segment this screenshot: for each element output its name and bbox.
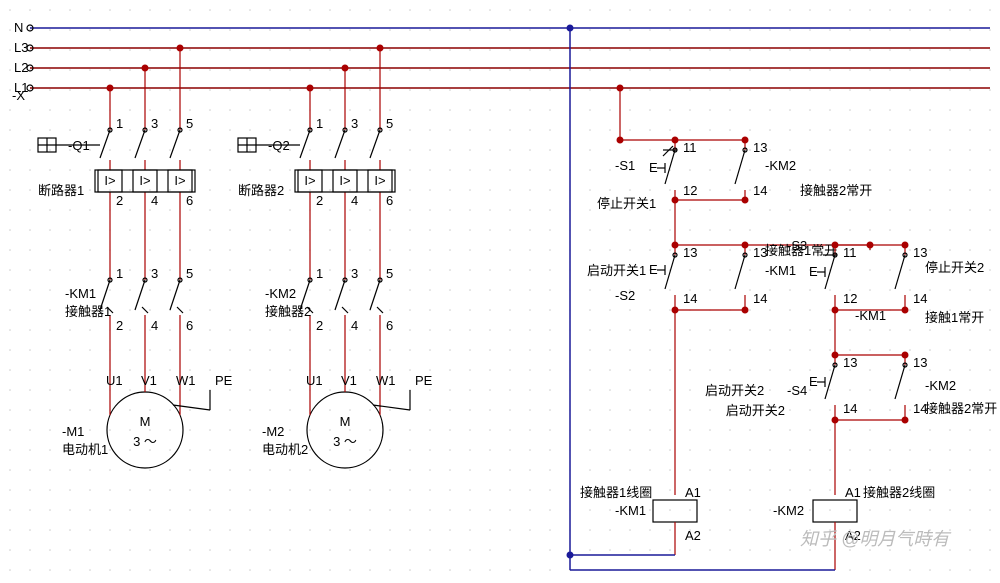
svg-text:2: 2: [316, 193, 323, 208]
svg-text:1: 1: [316, 266, 323, 281]
svg-text:断路器1: 断路器1: [38, 183, 84, 198]
svg-text:-KM2: -KM2: [265, 286, 296, 301]
svg-text:12: 12: [843, 291, 857, 306]
svg-text:-KM1: -KM1: [65, 286, 96, 301]
svg-text:-KM2: -KM2: [925, 378, 956, 393]
svg-text:E: E: [649, 262, 658, 277]
svg-text:U1: U1: [106, 373, 123, 388]
svg-text:4: 4: [351, 193, 358, 208]
svg-text:启动开关1: 启动开关1: [587, 263, 646, 278]
svg-text:6: 6: [386, 193, 393, 208]
svg-text:I>: I>: [174, 173, 185, 188]
svg-text:W1: W1: [376, 373, 396, 388]
svg-text:PE: PE: [215, 373, 233, 388]
svg-text:接触器2常开: 接触器2常开: [925, 401, 997, 416]
svg-text:-S4: -S4: [787, 383, 807, 398]
svg-text:PE: PE: [415, 373, 433, 388]
svg-text:11: 11: [683, 140, 697, 155]
svg-text:-M2: -M2: [262, 424, 284, 439]
svg-text:14: 14: [843, 401, 857, 416]
svg-text:6: 6: [386, 318, 393, 333]
svg-text:-KM1: -KM1: [615, 503, 646, 518]
svg-text:接触器1线圈: 接触器1线圈: [580, 485, 652, 500]
svg-text:接触器2线圈: 接触器2线圈: [863, 485, 935, 500]
svg-text:4: 4: [351, 318, 358, 333]
svg-text:M: M: [140, 414, 151, 429]
svg-text:14: 14: [753, 291, 767, 306]
svg-text:3: 3: [151, 116, 158, 131]
svg-text:2: 2: [116, 193, 123, 208]
svg-text:-S1: -S1: [615, 158, 635, 173]
svg-text:电动机1: 电动机1: [62, 442, 108, 457]
svg-text:电动机2: 电动机2: [262, 442, 308, 457]
svg-text:3 ～: 3 ～: [133, 434, 157, 449]
svg-text:1: 1: [116, 116, 123, 131]
svg-text:14: 14: [913, 291, 927, 306]
svg-text:5: 5: [186, 116, 193, 131]
svg-text:14: 14: [683, 291, 697, 306]
svg-text:I>: I>: [139, 173, 150, 188]
svg-text:-X: -X: [12, 88, 25, 103]
svg-text:11: 11: [843, 245, 857, 260]
svg-text:接触器2: 接触器2: [265, 304, 311, 319]
svg-text:3: 3: [151, 266, 158, 281]
svg-text:6: 6: [186, 193, 193, 208]
svg-text:停止开关2: 停止开关2: [925, 260, 984, 275]
svg-text:13: 13: [683, 245, 697, 260]
svg-text:-S3: -S3: [787, 238, 807, 253]
svg-text:启动开关2: 启动开关2: [726, 403, 785, 418]
svg-text:2: 2: [116, 318, 123, 333]
svg-text:L2: L2: [14, 60, 28, 75]
svg-text:知乎 @明月气時有: 知乎 @明月气時有: [800, 529, 952, 549]
svg-text:I>: I>: [374, 173, 385, 188]
svg-text:V1: V1: [341, 373, 357, 388]
svg-text:I>: I>: [104, 173, 115, 188]
circuit-diagram: NL3L2L1-X135-Q1断路器1I>I>I>246135-KM1接触器12…: [0, 0, 1000, 583]
svg-text:-KM2: -KM2: [765, 158, 796, 173]
svg-text:12: 12: [683, 183, 697, 198]
svg-text:13: 13: [913, 355, 927, 370]
svg-text:13: 13: [913, 245, 927, 260]
svg-text:接触器1: 接触器1: [65, 304, 111, 319]
svg-text:4: 4: [151, 193, 158, 208]
svg-text:E: E: [809, 264, 818, 279]
svg-text:W1: W1: [176, 373, 196, 388]
svg-text:E: E: [649, 160, 658, 175]
svg-text:-M1: -M1: [62, 424, 84, 439]
svg-text:A1: A1: [685, 485, 701, 500]
svg-text:A2: A2: [685, 528, 701, 543]
svg-text:M: M: [340, 414, 351, 429]
svg-text:I>: I>: [304, 173, 315, 188]
svg-text:-S2: -S2: [615, 288, 635, 303]
svg-text:1: 1: [316, 116, 323, 131]
svg-text:停止开关1: 停止开关1: [597, 196, 656, 211]
svg-text:5: 5: [386, 116, 393, 131]
svg-text:13: 13: [843, 355, 857, 370]
svg-text:6: 6: [186, 318, 193, 333]
svg-text:A1: A1: [845, 485, 861, 500]
svg-text:-KM1: -KM1: [765, 263, 796, 278]
svg-text:1: 1: [116, 266, 123, 281]
svg-text:4: 4: [151, 318, 158, 333]
svg-text:3: 3: [351, 266, 358, 281]
svg-text:5: 5: [186, 266, 193, 281]
svg-text:N: N: [14, 20, 23, 35]
svg-text:启动开关2: 启动开关2: [705, 383, 764, 398]
svg-text:V1: V1: [141, 373, 157, 388]
svg-text:13: 13: [753, 140, 767, 155]
svg-text:E: E: [809, 374, 818, 389]
svg-text:14: 14: [753, 183, 767, 198]
svg-text:I>: I>: [339, 173, 350, 188]
svg-text:断路器2: 断路器2: [238, 183, 284, 198]
svg-text:2: 2: [316, 318, 323, 333]
svg-text:接触1常开: 接触1常开: [925, 310, 984, 325]
svg-text:3: 3: [351, 116, 358, 131]
svg-text:-KM2: -KM2: [773, 503, 804, 518]
svg-text:接触器2常开: 接触器2常开: [800, 183, 872, 198]
svg-text:U1: U1: [306, 373, 323, 388]
svg-text:5: 5: [386, 266, 393, 281]
svg-text:L3: L3: [14, 40, 28, 55]
svg-text:3 ～: 3 ～: [333, 434, 357, 449]
